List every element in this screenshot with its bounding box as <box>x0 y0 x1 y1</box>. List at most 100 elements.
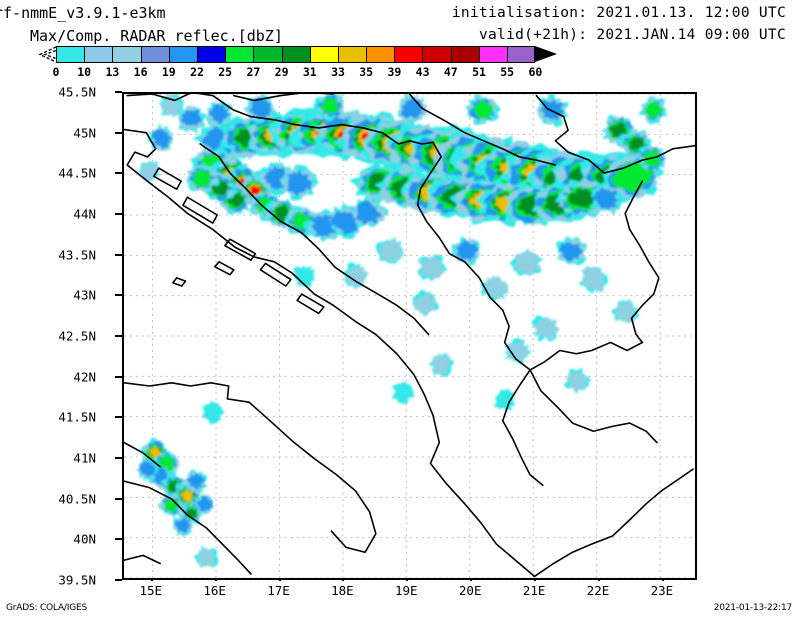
colorbar-swatch <box>140 46 169 63</box>
y-axis-tick-label: 40N <box>73 531 96 547</box>
coastline-path <box>224 238 257 261</box>
reflectivity-cell <box>508 341 529 363</box>
colorbar-swatch <box>309 46 338 63</box>
colorbar-under-arrow-icon <box>38 46 57 63</box>
y-axis-tick-mark <box>115 538 122 541</box>
x-axis-tick-label: 19E <box>395 583 418 598</box>
colorbar-tick: 27 <box>246 65 261 79</box>
reflectivity-cell <box>250 185 262 197</box>
colorbar-tick: 13 <box>105 65 120 79</box>
coastline-path <box>124 441 161 468</box>
valid-time: valid(+21h): 2021.JAN.14 09:00 UTC <box>478 27 786 43</box>
colorbar-tick: 0 <box>52 65 60 79</box>
reflectivity-cell <box>613 299 637 324</box>
y-axis-tick-mark <box>115 172 122 175</box>
y-axis-tick-mark <box>115 579 122 581</box>
reflectivity-cell <box>482 275 509 300</box>
colorbar-tick: 60 <box>528 65 543 79</box>
reflectivity-cell <box>592 187 618 211</box>
coastline-path <box>182 196 219 224</box>
colorbar-swatch <box>366 46 395 63</box>
coastline-path <box>535 94 644 174</box>
colorbar-swatch <box>84 46 113 63</box>
coastline-path <box>296 293 325 315</box>
colorbar-swatch <box>281 46 310 63</box>
coastline-path <box>529 369 658 444</box>
colorbar-swatch <box>422 46 451 63</box>
colorbar-tick: 55 <box>500 65 515 79</box>
reflectivity-cell <box>191 168 212 189</box>
model-title: rf-nmmE_v3.9.1-e3km <box>0 4 166 22</box>
radar-reflectivity-map <box>124 94 695 578</box>
coastline-path <box>126 94 434 145</box>
colorbar-swatch <box>112 46 141 63</box>
colorbar-swatch <box>507 46 536 63</box>
reflectivity-cell <box>431 355 451 375</box>
coastline-path <box>124 554 161 565</box>
x-axis-tick-label: 21E <box>522 583 546 598</box>
coastline-path <box>533 468 694 578</box>
colorbar-swatch <box>56 46 85 63</box>
reflectivity-cell <box>391 381 414 404</box>
y-axis-tick-label: 41.5N <box>58 409 96 425</box>
colorbar-tick: 43 <box>415 65 430 79</box>
colorbar-tick: 16 <box>133 65 148 79</box>
y-axis-tick-label: 39.5N <box>58 572 96 588</box>
reflectivity-cell <box>286 169 313 197</box>
reflectivity-cell <box>644 101 664 119</box>
reflectivity-cell <box>419 255 444 280</box>
reflectivity-cell <box>455 239 479 262</box>
reflectivity-field <box>135 94 668 569</box>
y-axis-tick-mark <box>115 253 122 256</box>
colorbar-swatch <box>394 46 423 63</box>
coastline-path <box>259 262 292 287</box>
colorbar-tick: 19 <box>161 65 176 79</box>
reflectivity-cell <box>186 472 205 491</box>
colorbar-swatch <box>478 46 507 63</box>
reflectivity-cell <box>320 96 340 114</box>
coastline-path <box>124 128 536 578</box>
y-axis-tick-mark <box>115 213 122 215</box>
y-axis-tick-mark <box>115 457 122 459</box>
field-title: Max/Comp. RADAR reflec.[dbZ] <box>30 27 283 45</box>
reflectivity-cell <box>413 292 437 314</box>
initialisation-time: initialisation: 2021.01.13. 12:00 UTC <box>451 5 786 21</box>
colorbar-swatch <box>337 46 367 63</box>
reflectivity-cell <box>138 460 157 478</box>
coastline-path <box>199 143 430 336</box>
y-axis-tick-label: 41N <box>73 450 96 466</box>
x-axis-tick-label: 23E <box>650 583 674 598</box>
reflectivity-cell <box>581 266 605 292</box>
y-axis-tick-mark <box>115 131 122 134</box>
reflectivity-cell <box>567 188 598 209</box>
reflectivity-cell <box>179 109 204 127</box>
coastline-path <box>641 144 695 161</box>
x-axis-tick-label: 17E <box>267 583 290 598</box>
map-plot-area <box>122 92 697 580</box>
coastline-borders <box>124 94 695 578</box>
reflectivity-cell <box>567 372 589 392</box>
coastline-path <box>416 141 644 371</box>
y-axis-tick-mark <box>115 335 122 337</box>
coastline-path <box>213 261 235 276</box>
colorbar-tick: 33 <box>331 65 345 79</box>
reflectivity-cell <box>150 129 174 149</box>
reflectivity-cell <box>558 241 584 262</box>
colorbar-tick: 47 <box>443 65 458 79</box>
reflectivity-cell <box>344 265 368 288</box>
reflectivity-cell <box>377 239 403 264</box>
coastline-path <box>408 94 557 166</box>
render-timestamp: 2021-01-13-22:17 <box>713 603 792 613</box>
x-axis-tick-label: 20E <box>458 583 482 598</box>
y-axis-tick-label: 44N <box>73 206 96 222</box>
reflectivity-cell <box>533 316 560 340</box>
reflectivity-cell <box>163 497 181 514</box>
colorbar-swatch <box>225 46 254 63</box>
y-axis-tick-label: 43.5N <box>58 247 96 263</box>
colorbar-swatch <box>450 46 479 63</box>
coastline-path <box>124 480 252 575</box>
y-axis-tick-mark <box>115 375 122 378</box>
colorbar-swatch <box>253 46 282 63</box>
coastline-path <box>172 277 187 287</box>
